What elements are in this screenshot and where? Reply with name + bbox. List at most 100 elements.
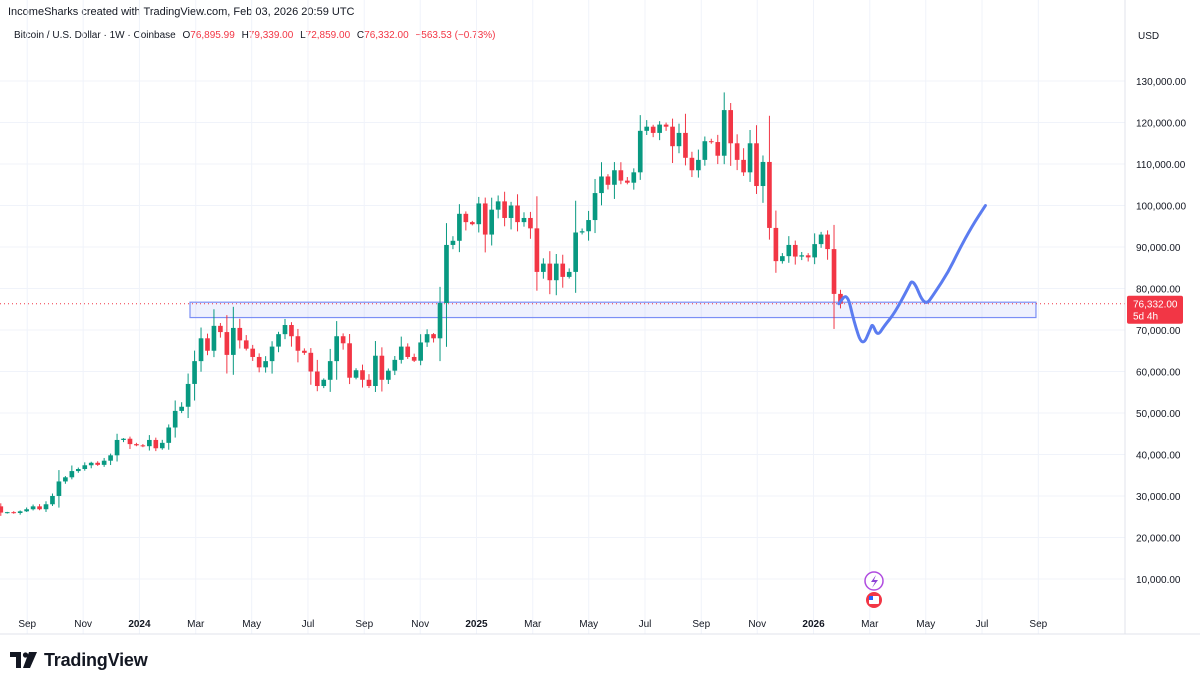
candle-body — [75, 469, 81, 472]
candle-body — [773, 227, 779, 262]
tradingview-logo[interactable]: TradingView — [10, 648, 148, 672]
time-tick-label: Mar — [861, 619, 879, 630]
price-tick-label: 90,000.00 — [1136, 243, 1181, 254]
candle-body — [211, 325, 217, 351]
candle-body — [689, 157, 695, 171]
price-tick-label: 40,000.00 — [1136, 450, 1181, 461]
candle-body — [379, 355, 385, 380]
time-tick-label: 2026 — [802, 619, 825, 630]
candle-body — [469, 222, 475, 225]
candle-body — [625, 180, 630, 183]
candle-body — [392, 359, 398, 371]
projection-brush-line — [837, 204, 987, 344]
candle-body — [637, 130, 643, 173]
candle-body — [508, 205, 514, 218]
time-tick-label: May — [916, 619, 935, 630]
time-tick-label: Jul — [302, 619, 315, 630]
candle-body — [250, 348, 256, 357]
candle-body — [56, 481, 62, 496]
candle-body — [218, 325, 223, 333]
candle-body — [185, 383, 191, 407]
candle-body — [721, 110, 727, 156]
open-label: O — [182, 30, 191, 41]
high-value: 79,339.00 — [248, 30, 294, 41]
candle-body — [670, 126, 675, 147]
candle-body — [444, 244, 449, 304]
candle-body — [24, 509, 29, 512]
price-tick-label: 50,000.00 — [1136, 409, 1181, 420]
price-tick-label: 30,000.00 — [1136, 492, 1181, 503]
candle-body — [612, 170, 617, 185]
time-tick-label: Jul — [976, 619, 989, 630]
candle-body — [17, 511, 23, 513]
candle-body — [521, 217, 527, 223]
candle-body — [495, 201, 501, 210]
price-tick-label: 130,000.00 — [1136, 77, 1186, 88]
candle-body — [747, 143, 753, 173]
candle-body — [373, 355, 378, 387]
candle-body — [437, 303, 443, 339]
candles — [0, 92, 843, 516]
time-tick-label: Sep — [692, 619, 710, 630]
tradingview-logo-icon — [10, 652, 37, 668]
candle-body — [547, 263, 553, 281]
candle-body — [805, 255, 811, 258]
candle-body — [243, 340, 249, 349]
close-value: 76,332.00 — [364, 30, 409, 41]
candle-body — [121, 438, 126, 440]
candle-body — [302, 350, 307, 353]
price-axis[interactable]: 10,000.00 20,000.00 30,000.00 40,000.00 50,0… — [1136, 77, 1186, 586]
change-value: −563.53 (−0.73%) — [415, 30, 496, 41]
close-label: C — [356, 30, 365, 41]
candle-body — [825, 234, 830, 250]
candle-body — [4, 512, 10, 514]
candle-body — [728, 110, 734, 144]
candle-body — [566, 271, 572, 277]
price-tag-countdown: 5d 4h — [1133, 312, 1158, 323]
time-tick-label: Sep — [18, 619, 36, 630]
low-label: L — [300, 30, 306, 41]
high-label: H — [241, 30, 249, 41]
candle-body — [334, 336, 339, 362]
candle-body — [676, 132, 682, 147]
candle-body — [153, 439, 159, 449]
candle-body — [696, 159, 701, 171]
time-tick-label: 2024 — [128, 619, 151, 630]
chart-credit: IncomeSharks created with TradingView.co… — [8, 6, 354, 18]
candle-body — [263, 361, 268, 368]
candle-body — [457, 213, 462, 241]
price-tag-value: 76,332.00 — [1133, 300, 1178, 311]
drawing-layer — [837, 204, 987, 344]
price-tick-label: 120,000.00 — [1136, 119, 1186, 130]
candle-body — [179, 406, 184, 411]
event-icons[interactable] — [864, 571, 884, 608]
candle-body — [650, 126, 656, 133]
time-tick-label: Nov — [411, 619, 429, 630]
candle-body — [780, 256, 785, 262]
candle-body — [237, 327, 243, 341]
candle-body — [741, 159, 746, 173]
candle-body — [560, 263, 566, 277]
candle-body — [108, 455, 113, 461]
candle-body — [553, 263, 559, 281]
candle-body — [398, 346, 404, 360]
symbol-label[interactable]: Bitcoin / U.S. Dollar · 1W · Coinbase — [14, 30, 176, 41]
candle-body — [289, 325, 294, 337]
candle-body — [502, 201, 507, 218]
candle-body — [192, 361, 197, 384]
candle-body — [224, 332, 230, 355]
candle-body — [708, 141, 714, 143]
time-axis[interactable]: Sep Nov 2024 Mar May Jul Sep Nov 2025 Mar May Jul Se… — [18, 619, 1047, 630]
candle-body — [127, 438, 133, 445]
candle-body — [644, 126, 650, 131]
candle-body — [657, 124, 662, 133]
candle-body — [476, 203, 482, 225]
candle-body — [340, 336, 346, 344]
candle-body — [347, 343, 352, 378]
candle-body — [760, 161, 766, 187]
candle-body — [269, 346, 275, 362]
candle-body — [489, 209, 495, 235]
candle-body — [95, 462, 101, 465]
candle-body — [424, 334, 430, 343]
